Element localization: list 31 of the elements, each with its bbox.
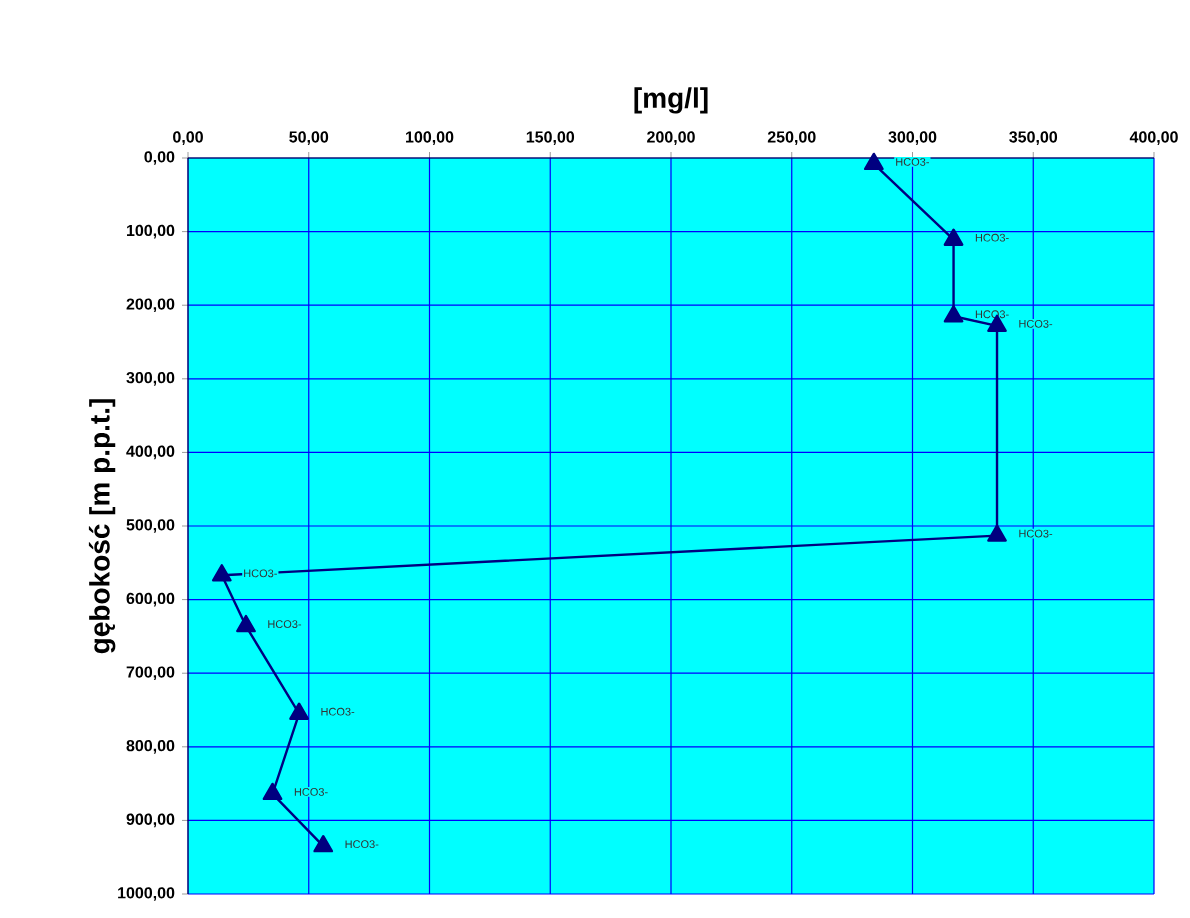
x-tick-label: 50,00 bbox=[289, 131, 329, 145]
y-tick-label: 1000,00 bbox=[118, 887, 175, 901]
point bbox=[943, 305, 964, 323]
point bbox=[313, 834, 334, 853]
x-tick-label: 200,00 bbox=[647, 131, 695, 145]
point bbox=[943, 228, 964, 246]
x-tick-label: 250,00 bbox=[767, 131, 816, 145]
y-tick-label: 600,00 bbox=[126, 592, 175, 607]
y-tick-label: 200,00 bbox=[126, 298, 175, 313]
point bbox=[289, 702, 309, 720]
x-tick-label: 150,00 bbox=[526, 131, 575, 145]
y-tick-label: 500,00 bbox=[126, 519, 175, 533]
x-axis-title: [mg/l] bbox=[634, 87, 708, 114]
point bbox=[864, 152, 884, 171]
x-tick-label: 300,00 bbox=[888, 131, 937, 145]
y-tick-label: 100,00 bbox=[127, 224, 175, 239]
y-tick-label: 400,00 bbox=[126, 445, 175, 460]
y-tick-label: 0,00 bbox=[144, 151, 175, 165]
y-tick-label: 700,00 bbox=[126, 666, 175, 681]
x-tick-label: 350,00 bbox=[1009, 131, 1058, 145]
x-tick-label: 100,00 bbox=[406, 131, 454, 145]
x-tick-label: 0,00 bbox=[173, 131, 203, 145]
y-tick-label: 800,00 bbox=[126, 739, 175, 754]
point bbox=[262, 782, 283, 801]
point bbox=[987, 524, 1007, 542]
x-tick-label: 400,00 bbox=[1129, 131, 1178, 145]
point bbox=[211, 564, 232, 582]
y-axis-title: gębokość [m p.p.t.] bbox=[88, 399, 116, 654]
y-tick-label: 300,00 bbox=[126, 371, 175, 386]
point bbox=[236, 614, 256, 633]
y-tick-label: 900,00 bbox=[126, 813, 175, 828]
